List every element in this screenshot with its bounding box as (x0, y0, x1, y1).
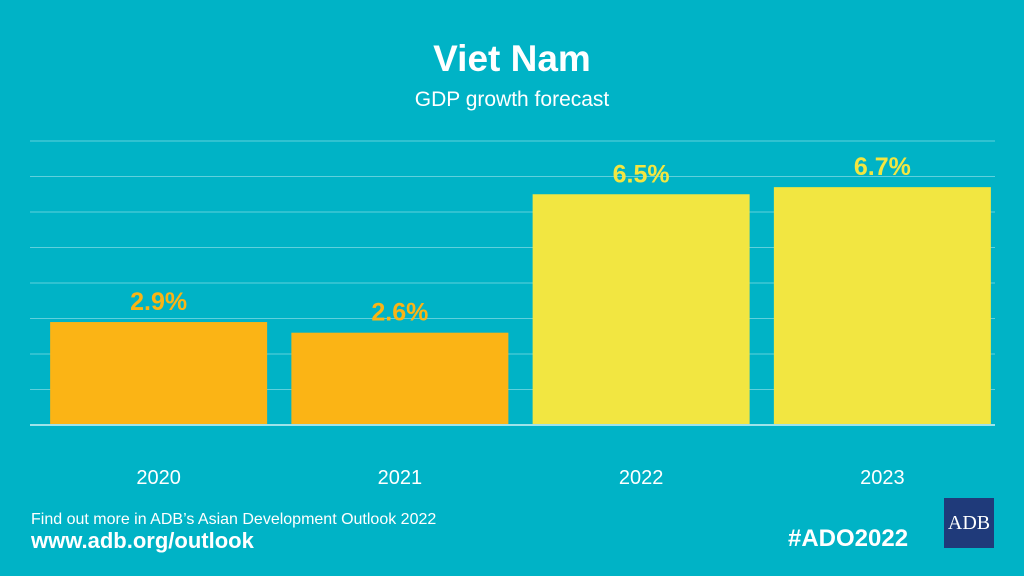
bar-2023 (773, 187, 991, 425)
chart-subtitle: GDP growth forecast (414, 88, 610, 111)
x-tick-label: 2020 (136, 467, 181, 489)
adb-logo: ADB (944, 498, 994, 548)
chart-title: Viet Nam (433, 38, 591, 79)
bar-2020 (50, 322, 268, 425)
footer-text: Find out more in ADB’s Asian Development… (31, 511, 437, 528)
data-label: 2.9% (130, 288, 187, 316)
bar-2022 (532, 194, 750, 425)
x-tick-label: 2021 (378, 467, 423, 489)
x-tick-label: 2023 (860, 467, 905, 489)
data-label: 2.6% (371, 299, 428, 327)
footer-url-link[interactable]: www.adb.org/outlook (31, 528, 254, 553)
hashtag: #ADO2022 (788, 525, 909, 552)
data-label: 6.7% (854, 153, 911, 181)
x-tick-label: 2022 (619, 467, 664, 489)
data-label: 6.5% (613, 160, 670, 188)
bar-2021 (291, 332, 509, 425)
